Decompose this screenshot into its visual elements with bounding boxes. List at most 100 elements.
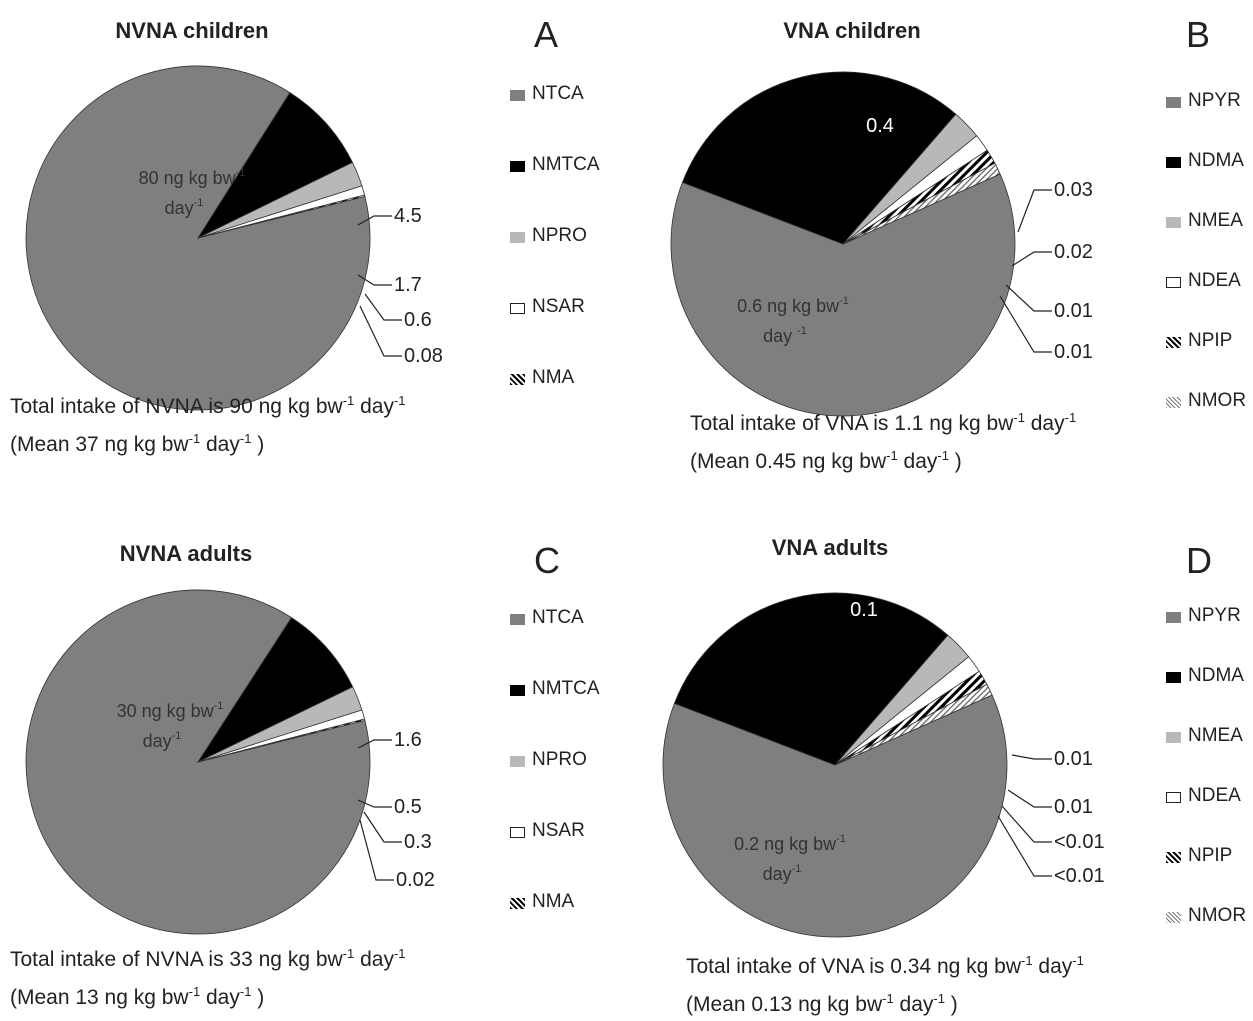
panel-c-caption-line1: Total intake of NVNA is 33 ng kg bw-1 da… [10, 946, 406, 971]
panel-d-legend-label-nmor: NMOR [1188, 905, 1247, 926]
panel-c-center-label-line1: 30 ng kg bw-1 [117, 700, 224, 721]
panel-b-legend-swatch-ndma [1166, 157, 1181, 168]
panel-a-leader-nma [359, 305, 402, 357]
panel-b-pie: 0.03 0.02 0.01 0.01 0.4 0.6 ng kg bw-1 day -1 [670, 71, 1093, 417]
panel-d-legend-swatch-nmea [1166, 732, 1181, 743]
panel-b-legend-label-npip: NPIP [1188, 330, 1233, 351]
panel-c-legend-label-ntca: NTCA [532, 607, 584, 628]
panel-b-caption: Total intake of VNA is 1.1 ng kg bw-1 da… [690, 402, 1076, 478]
panel-c-legend-swatch-nma [510, 898, 525, 909]
panel-c-pie: 1.6 0.5 0.3 0.02 30 ng kg bw-1 day-1 [25, 589, 435, 935]
panel-d-legend-label-ndea: NDEA [1188, 785, 1241, 806]
panel-d-legend-swatch-ndea [1166, 792, 1181, 803]
panel-d-slice-nmor [834, 683, 993, 766]
panel-b-title: VNA children [783, 18, 921, 43]
panel-d-leader-nmor [997, 815, 1052, 877]
panel-b-legend-label-ndea: NDEA [1188, 270, 1241, 291]
panel-d-center-label-line2: day-1 [763, 863, 802, 884]
panel-d-caption: Total intake of VNA is 0.34 ng kg bw-1 d… [686, 945, 1084, 1021]
panel-d-data-label-ndea: 0.01 [1054, 796, 1093, 818]
panel-c-legend-label-nmtca: NMTCA [532, 678, 600, 699]
panel-b-leader-npip [1005, 284, 1052, 312]
panel-b-legend-swatch-nmor [1166, 397, 1181, 408]
panel-b-data-label-nmea: 0.03 [1054, 179, 1093, 201]
panel-c-leader-npro [357, 799, 392, 808]
panel-b-legend-label-nmor: NMOR [1188, 390, 1247, 411]
panel-d-legend-label-npip: NPIP [1188, 845, 1233, 866]
panel-c-title: NVNA adults [119, 541, 253, 566]
panel-d-legend-label-ndma: NDMA [1188, 665, 1244, 686]
panel-a-legend-swatch-nsar [510, 303, 525, 314]
panel-c-legend-swatch-nmtca [510, 685, 525, 696]
panel-b-slice-ndma [681, 71, 957, 245]
panel-d-legend-label-nmea: NMEA [1188, 725, 1243, 746]
panel-b-legend-swatch-npip [1166, 337, 1181, 348]
panel-a-legend-label-nmtca: NMTCA [532, 154, 600, 175]
panel-c-data-label-npro: 0.5 [394, 796, 422, 818]
panel-c-slice-nma [197, 718, 366, 763]
panel-b-leader-nmor [999, 295, 1052, 353]
panel-b-legend-label-nmea: NMEA [1188, 210, 1243, 231]
panel-c-legend-swatch-npro [510, 756, 525, 767]
panel-d-data-label-npip: <0.01 [1054, 831, 1105, 853]
panel-a-data-label-nsar: 0.6 [404, 309, 432, 331]
panel-d-slice-npyr [662, 694, 1008, 938]
panel-a-slice-nmtca [196, 92, 354, 239]
panel-b-legend-label-npyr: NPYR [1188, 90, 1241, 111]
panel-d-legend-swatch-npip [1166, 852, 1181, 863]
panel-a-legend-label-nma: NMA [532, 367, 575, 388]
panel-b-legend-swatch-npyr [1166, 97, 1181, 108]
panel-c-leader-nma [359, 819, 394, 881]
panel-a-leader-nmtca [357, 215, 392, 226]
panel-a-caption: Total intake of NVNA is 90 ng kg bw-1 da… [10, 385, 406, 461]
panel-a-leader-nsar [364, 293, 402, 321]
panel-d-center-label-line1: 0.2 ng kg bw-1 [734, 833, 846, 854]
panel-b-data-label-npip: 0.01 [1054, 300, 1093, 322]
panel-a-caption-line2: (Mean 37 ng kg bw-1 day-1 ) [10, 431, 265, 456]
panel-d-letter: D [1186, 540, 1212, 581]
panel-b-center-label-line1: 0.6 ng kg bw-1 [737, 295, 849, 316]
panel-a-legend-label-ntca: NTCA [532, 83, 584, 104]
panel-a-legend-swatch-npro [510, 232, 525, 243]
panel-a-data-label-nmtca: 4.5 [394, 205, 422, 227]
panel-a-letter: A [534, 14, 559, 55]
panel-b-legend-label-ndma: NDMA [1188, 150, 1244, 171]
panel-c-legend-swatch-nsar [510, 827, 525, 838]
panel-c-legend-label-nsar: NSAR [532, 820, 585, 841]
panel-b-legend-swatch-ndea [1166, 277, 1181, 288]
panel-a-slice-ntca [25, 65, 371, 411]
panel-c-data-label-nsar: 0.3 [404, 831, 432, 853]
panel-d-data-label-nmea: 0.01 [1054, 748, 1093, 770]
panel-a-leader-npro [357, 274, 392, 286]
panel-c-data-label-nmtca: 1.6 [394, 729, 422, 751]
panel-b-slice-npyr [670, 173, 1016, 417]
panel-a-data-label-npro: 1.7 [394, 274, 422, 296]
panel-c-leader-nsar [363, 811, 402, 843]
panel-c-legend-label-npro: NPRO [532, 749, 587, 770]
panel-a-legend-swatch-ntca [510, 90, 525, 101]
panel-c-legend-label-nma: NMA [532, 891, 575, 912]
panel-b-data-label-nmor: 0.01 [1054, 341, 1093, 363]
panel-b-leader-nmea [1017, 189, 1052, 233]
panel-a-legend-label-npro: NPRO [532, 225, 587, 246]
panel-d-caption-line1: Total intake of VNA is 0.34 ng kg bw-1 d… [686, 953, 1084, 978]
panel-c-legend-swatch-ntca [510, 614, 525, 625]
panel-c-letter: C [534, 540, 560, 581]
panel-d-title: VNA adults [771, 535, 889, 560]
panel-d-leader-npip [1001, 805, 1052, 843]
panel-a-data-label-nma: 0.08 [404, 345, 443, 367]
panel-c-leader-nmtca [357, 739, 392, 749]
panel-d-caption-line2: (Mean 0.13 ng kg bw-1 day-1 ) [686, 991, 958, 1016]
panel-c-data-label-nma: 0.02 [396, 869, 435, 891]
panel-b-slice-nmor [842, 162, 1001, 245]
panel-d-leader-ndea [1007, 789, 1052, 808]
panel-a-center-label-line2: day-1 [165, 197, 204, 218]
panel-b-center-label-line2: day -1 [763, 325, 807, 346]
panel-a-title: NVNA children [115, 18, 269, 43]
panel-b-caption-line2: (Mean 0.45 ng kg bw-1 day-1 ) [690, 448, 962, 473]
panel-d-legend-swatch-npyr [1166, 612, 1181, 623]
panel-b-letter: B [1186, 14, 1211, 55]
panel-d-legend-swatch-ndma [1166, 672, 1181, 683]
panel-d-legend-swatch-nmor [1166, 912, 1181, 923]
panel-a-legend-swatch-nma [510, 374, 525, 385]
